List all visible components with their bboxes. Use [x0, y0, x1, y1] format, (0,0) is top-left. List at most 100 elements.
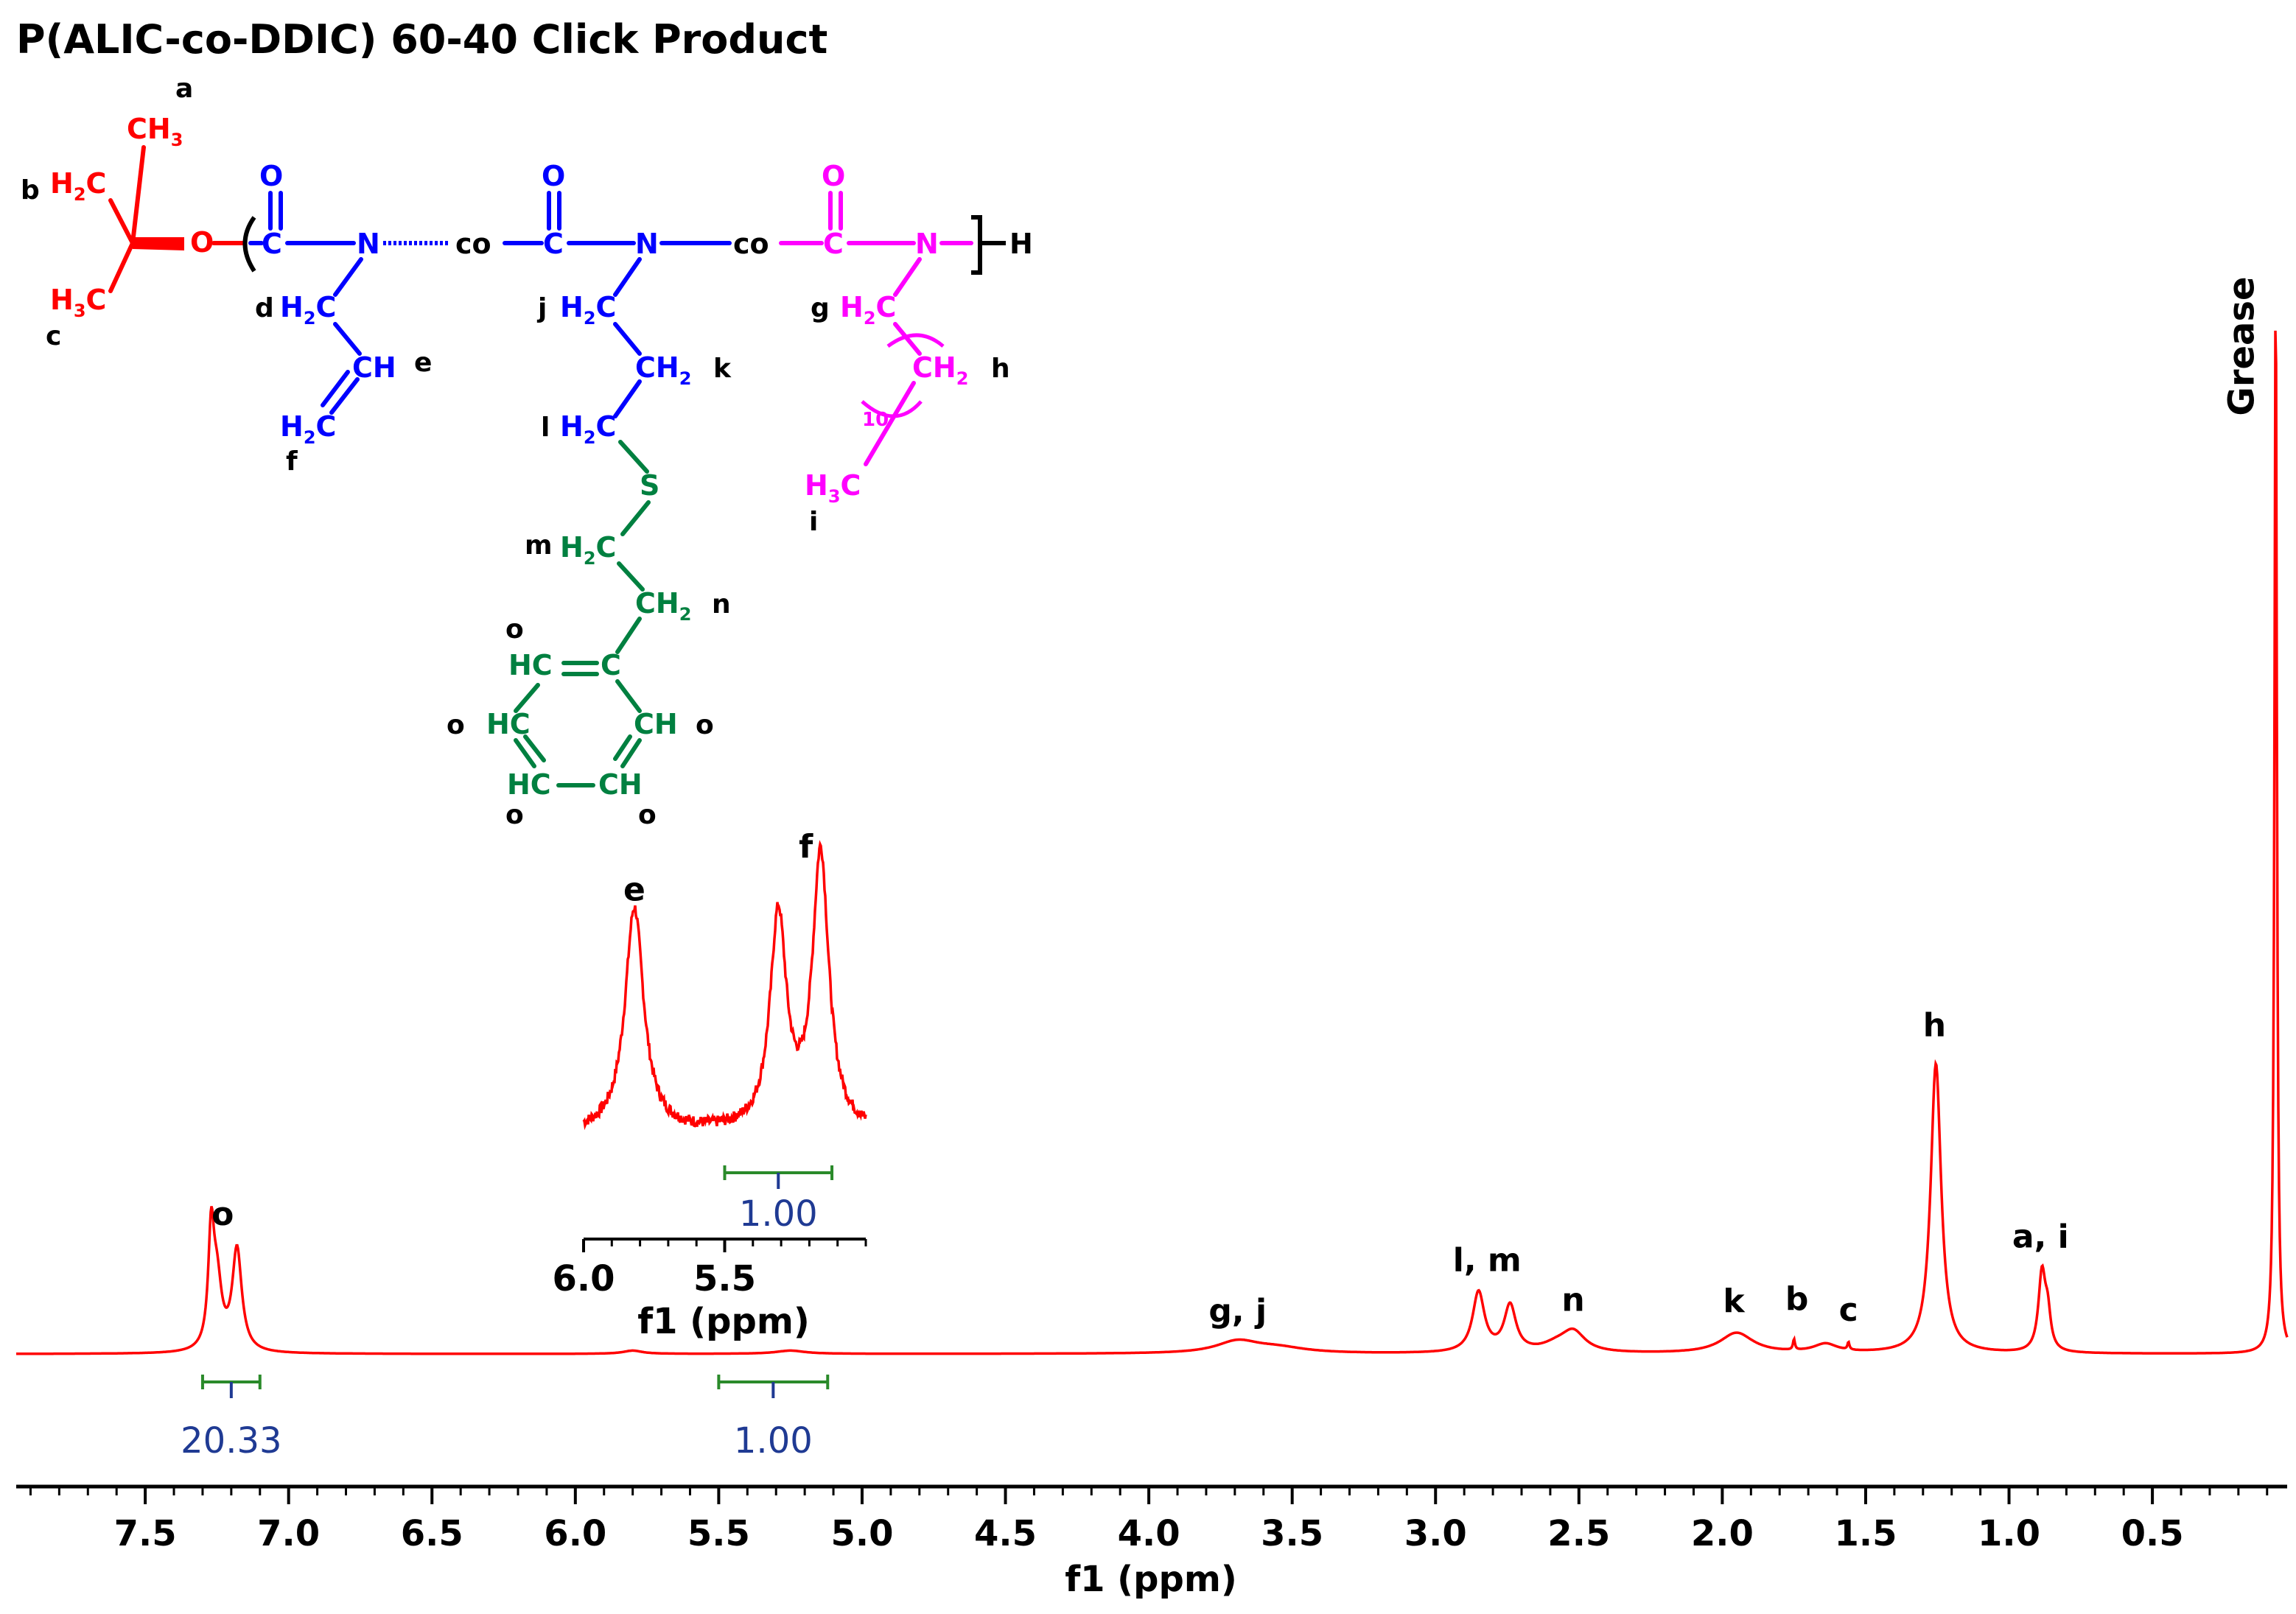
- co-label-1: co: [455, 228, 491, 260]
- bracket-right: [971, 215, 982, 275]
- svg-text:H2C: H2C: [280, 410, 336, 448]
- atom-h3c-c: H3C: [50, 284, 106, 321]
- svg-text:HC: HC: [508, 649, 553, 681]
- grease-label: Grease: [2221, 276, 2262, 415]
- svg-text:CH2: CH2: [635, 351, 691, 389]
- svg-text:CH: CH: [352, 351, 396, 384]
- svg-text:CH: CH: [598, 768, 643, 801]
- svg-text:N: N: [915, 228, 939, 260]
- main-spectrum: 7.5 7.0 6.5 6.0 5.5 5.0 4.5 4.0 3.5 3.0 2.5 2.0 1.5 1…: [16, 276, 2289, 1600]
- x-tick-label: 2.5: [1547, 1513, 1610, 1554]
- peak-label: c: [1839, 1291, 1858, 1329]
- svg-text:O: O: [259, 160, 283, 192]
- ddic-unit: O C N H2C CH2 10 H3C: [779, 160, 973, 507]
- proton-e: e: [414, 348, 432, 378]
- svg-text:CH2: CH2: [635, 587, 691, 625]
- proton-j: j: [536, 293, 547, 323]
- peak-label: l, m: [1453, 1242, 1522, 1280]
- x-tick-label: 6.0: [544, 1513, 606, 1554]
- proton-a: a: [175, 74, 193, 104]
- svg-text:H2C: H2C: [280, 291, 336, 329]
- integral-value: 1.00: [734, 1420, 813, 1462]
- proton-f: f: [286, 446, 298, 477]
- svg-text:C: C: [601, 649, 621, 681]
- proton-o-1: o: [505, 614, 524, 645]
- svg-text:O: O: [542, 160, 565, 192]
- inset-integrals: 1.00: [723, 1165, 834, 1235]
- peak-label: k: [1723, 1283, 1746, 1320]
- svg-text:H2C: H2C: [560, 291, 616, 329]
- svg-text:S: S: [640, 469, 659, 502]
- main-peak-labels: o g, j l, m n k b c h a, i: [211, 1006, 2069, 1330]
- main-integrals: 20.33 1.00: [181, 1375, 830, 1462]
- main-x-axis-title: f1 (ppm): [1065, 1559, 1237, 1600]
- proton-i: i: [809, 507, 818, 537]
- proton-o-5: o: [638, 800, 657, 830]
- atom-ch3-a: CH3: [127, 113, 183, 150]
- integral-value: 1.00: [739, 1193, 818, 1235]
- alic-unit: O C N H2C CH H2C O C N H2C: [248, 160, 732, 448]
- x-tick-label: 2.0: [1691, 1513, 1754, 1554]
- peak-label: g, j: [1208, 1292, 1267, 1330]
- x-tick-label: 5.5: [687, 1513, 750, 1554]
- peak-label: o: [211, 1196, 234, 1233]
- inset-tick-label: 5.5: [693, 1258, 756, 1299]
- inset-peak-label: e: [623, 871, 645, 908]
- svg-text:N: N: [635, 228, 659, 260]
- chart-title: P(ALIC-co-DDIC) 60-40 Click Product: [16, 16, 827, 63]
- inset-tick-label: 6.0: [552, 1258, 615, 1299]
- svg-text:C: C: [543, 228, 564, 260]
- svg-text:H2C: H2C: [840, 291, 896, 329]
- x-tick-label: 7.5: [114, 1513, 177, 1554]
- peak-label: b: [1785, 1280, 1809, 1318]
- svg-text:C: C: [262, 228, 282, 260]
- x-tick-label: 6.5: [401, 1513, 463, 1554]
- bracket-left: [242, 216, 256, 273]
- proton-l: l: [541, 413, 550, 443]
- svg-text:O: O: [822, 160, 845, 192]
- proton-m: m: [525, 530, 553, 561]
- svg-text:HC: HC: [486, 708, 531, 740]
- svg-text:H2C: H2C: [560, 410, 616, 448]
- svg-text:H2C: H2C: [560, 531, 616, 569]
- co-label-2: co: [733, 228, 769, 260]
- svg-text:CH2: CH2: [912, 351, 968, 389]
- inset-spectrum: 6.0 5.5 f1 (ppm) ef 1.00: [552, 828, 867, 1342]
- proton-k: k: [713, 354, 732, 384]
- svg-text:CH: CH: [634, 708, 678, 740]
- click-group: S H2C CH2 HC C CH CH HC HC: [486, 440, 691, 801]
- proton-o-3: o: [696, 710, 714, 740]
- proton-h: h: [991, 354, 1010, 384]
- x-tick-label: 3.5: [1261, 1513, 1323, 1554]
- x-tick-label: 1.0: [1978, 1513, 2040, 1554]
- proton-o-4: o: [505, 800, 524, 830]
- inset-x-axis-title: f1 (ppm): [637, 1301, 810, 1342]
- chemical-structure: CH3 H2C H3C O O C N H2C CH: [21, 74, 1033, 830]
- proton-b: b: [21, 175, 40, 206]
- main-spectrum-trace: [16, 330, 2289, 1355]
- integral-value: 20.33: [181, 1420, 281, 1462]
- x-tick-label: 3.0: [1404, 1513, 1467, 1554]
- proton-labels: a b c d e f j k l m n o o o o o g h i: [21, 74, 1010, 830]
- peak-label: h: [1923, 1006, 1946, 1044]
- proton-d: d: [255, 293, 274, 323]
- end-h-atom: H: [1009, 228, 1033, 260]
- proton-o-2: o: [447, 710, 465, 740]
- x-tick-label: 1.5: [1834, 1513, 1897, 1554]
- atom-o-ether: O: [190, 226, 214, 259]
- svg-text:H3C: H3C: [805, 469, 861, 507]
- inset-peak-labels: ef: [623, 828, 813, 909]
- x-tick-label: 5.0: [830, 1513, 893, 1554]
- peak-label: n: [1561, 1282, 1584, 1319]
- svg-text:10: 10: [862, 409, 889, 431]
- proton-n: n: [712, 589, 731, 620]
- atom-h2c-b: H2C: [50, 167, 106, 205]
- inset-peak-label: f: [799, 828, 813, 866]
- main-x-ticks: 7.5 7.0 6.5 6.0 5.5 5.0 4.5 4.0 3.5 3.0 2.5 2.0 1.5 1…: [29, 1487, 2269, 1554]
- peak-label: a, i: [2012, 1218, 2069, 1256]
- proton-c: c: [46, 321, 61, 351]
- svg-text:N: N: [357, 228, 380, 260]
- x-tick-label: 0.5: [2121, 1513, 2184, 1554]
- x-tick-label: 4.0: [1118, 1513, 1180, 1554]
